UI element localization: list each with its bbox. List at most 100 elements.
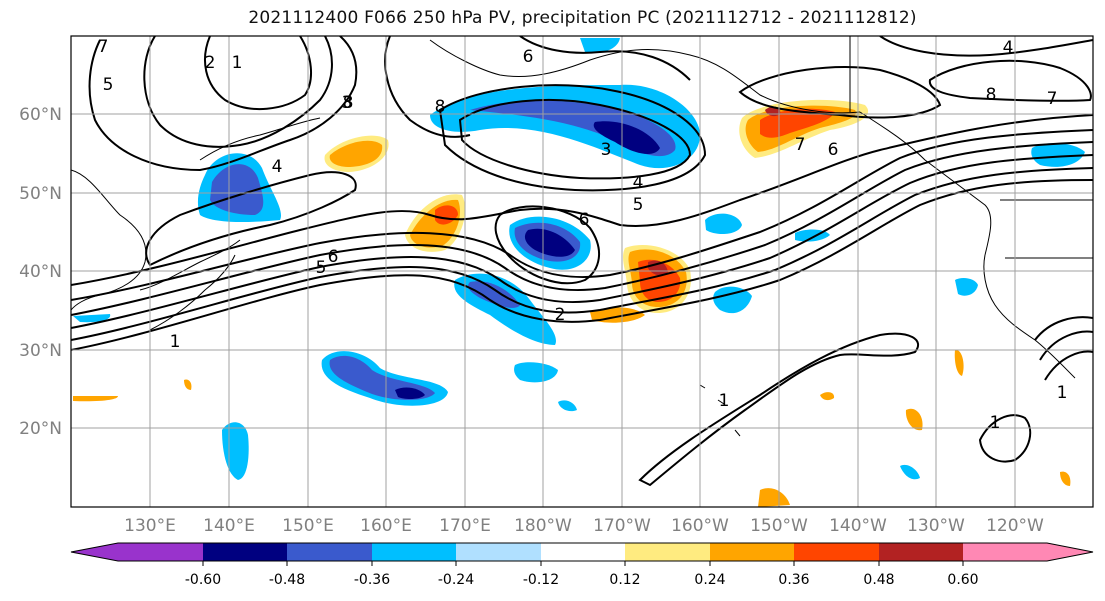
contour-label: 1 xyxy=(990,413,1001,433)
pv-contour xyxy=(1034,316,1093,381)
lon-label: 160°W xyxy=(671,516,729,536)
pv-contour xyxy=(438,84,707,192)
lon-label: 130°E xyxy=(124,516,176,536)
pv-contour xyxy=(71,129,1093,301)
lon-label: 130°W xyxy=(907,516,965,536)
lon-labels: 130°E 140°E 150°E 160°E 170°E 180°W 170°… xyxy=(124,516,1044,536)
colorbar-tick-labels: -0.60 -0.48 -0.36 -0.24 -0.12 0.12 0.24 … xyxy=(185,572,979,588)
contour-label: 6 xyxy=(828,140,839,160)
precip-pos-area xyxy=(73,396,118,402)
precip-neg-area xyxy=(468,281,520,308)
pv-contour xyxy=(71,114,1093,286)
colorbar-tick-label: -0.36 xyxy=(354,572,390,588)
colorbar-segment xyxy=(203,543,287,561)
contour-label: 1 xyxy=(232,53,243,73)
lon-label: 140°W xyxy=(829,516,887,536)
contour-label: 7 xyxy=(1047,89,1058,109)
lat-label: 60°N xyxy=(19,105,62,125)
colorbar-segment xyxy=(456,543,541,561)
colorbar-segment xyxy=(710,543,794,561)
lon-label: 160°E xyxy=(360,516,412,536)
precip-neg-area xyxy=(955,277,978,296)
lon-label: 120°W xyxy=(986,516,1044,536)
precip-pos-area xyxy=(638,259,681,302)
pv-contour xyxy=(738,65,942,119)
pv-contour xyxy=(71,141,1093,316)
pv-contour xyxy=(519,36,691,81)
colorbar-extend-left xyxy=(71,543,118,561)
precip-neg-area xyxy=(524,228,575,257)
contour-label: 8 xyxy=(986,85,997,105)
pv-contour xyxy=(88,36,358,172)
pv-contour xyxy=(384,36,471,138)
precip-pos-area xyxy=(184,379,192,390)
lon-label: 150°E xyxy=(282,516,334,536)
coastline-hawaii xyxy=(699,384,741,437)
precip-pos-area xyxy=(329,140,383,167)
pv-contour xyxy=(71,167,1093,341)
pv-contour xyxy=(71,179,1093,351)
figure-title: 2021112400 F066 250 hPa PV, precipitatio… xyxy=(248,8,917,28)
precip-pos-area xyxy=(758,488,790,507)
contour-label: 6 xyxy=(328,247,339,267)
pv-contour xyxy=(143,36,333,148)
contour-label: 4 xyxy=(633,173,644,193)
coastline-asia xyxy=(71,169,147,311)
contour-label: 5 xyxy=(103,75,114,95)
lat-label: 40°N xyxy=(19,262,62,282)
contour-label: 4 xyxy=(1003,38,1014,58)
coastline-bc xyxy=(859,111,992,256)
precip-neg-area xyxy=(73,314,111,323)
colorbar-segment xyxy=(879,543,963,561)
precip-pos-area xyxy=(905,408,923,431)
colorbar-segment xyxy=(118,543,203,561)
precip-neg-area xyxy=(558,400,577,412)
precip-neg-area xyxy=(900,464,920,480)
colorbar-extend-right xyxy=(1047,543,1093,561)
lon-label: 150°W xyxy=(750,516,808,536)
colorbar-segment xyxy=(372,543,456,561)
precip-neg-area xyxy=(1031,143,1085,167)
colorbar-segment xyxy=(794,543,879,561)
precip-neg-area xyxy=(395,387,425,400)
pv-contours xyxy=(71,36,1093,487)
precip-pos-area xyxy=(820,392,835,401)
graticule xyxy=(71,36,1093,507)
colorbar-segment xyxy=(963,543,1047,561)
pv-contour xyxy=(978,414,1032,463)
precip-neg-area xyxy=(593,121,660,154)
colorbar-segment xyxy=(625,543,710,561)
colorbar-segment xyxy=(541,543,625,561)
pv-contour xyxy=(928,59,1092,102)
coastline-mexico xyxy=(1034,339,1076,379)
colorbar-tick-label: 0.36 xyxy=(778,572,809,588)
lat-label: 50°N xyxy=(19,184,62,204)
precip-neg-area xyxy=(210,164,264,215)
pv-contour xyxy=(638,332,920,487)
colorbar-ticks xyxy=(202,561,964,566)
pv-contour xyxy=(494,205,601,285)
contour-label: 1 xyxy=(719,391,730,411)
precip-neg-area xyxy=(580,38,620,53)
precip-neg-area xyxy=(705,213,742,235)
contour-label: 6 xyxy=(523,47,534,67)
lon-label: 170°W xyxy=(593,516,651,536)
precip-neg-area xyxy=(514,362,558,383)
colorbar-tick-label: -0.12 xyxy=(523,572,559,588)
pv-contour xyxy=(458,99,692,180)
colorbar-segment xyxy=(287,543,372,561)
coastline-japan xyxy=(149,254,236,331)
lat-label: 30°N xyxy=(19,341,62,361)
contour-label: 1 xyxy=(1057,383,1068,403)
map-frame xyxy=(70,35,1094,508)
lon-label: 180°W xyxy=(514,516,572,536)
pv-contour xyxy=(145,171,357,267)
colorbar-outline xyxy=(70,542,1094,562)
lat-labels: 60°N 50°N 40°N 30°N 20°N xyxy=(19,105,62,439)
contour-label: 6 xyxy=(579,210,590,230)
colorbar-tick-label: -0.48 xyxy=(269,572,305,588)
colorbar-tick-label: 0.60 xyxy=(947,572,978,588)
contour-label: 7 xyxy=(795,135,806,155)
contour-label: 4 xyxy=(272,157,283,177)
lon-label: 140°E xyxy=(203,516,255,536)
